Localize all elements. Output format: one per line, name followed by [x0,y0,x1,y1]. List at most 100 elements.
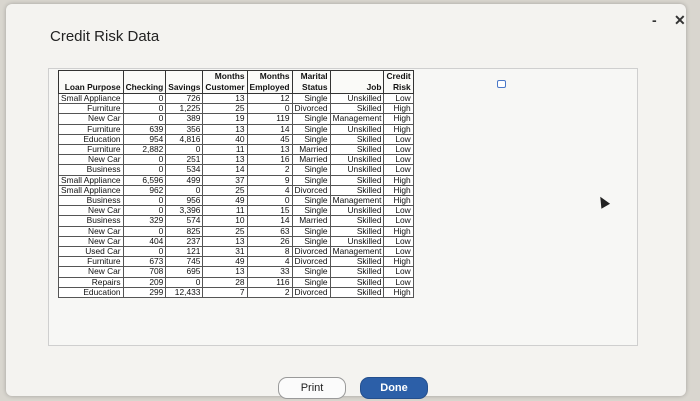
table-cell[interactable]: 13 [202,123,248,135]
table-cell[interactable]: Low [383,215,414,227]
table-cell[interactable]: Low [383,205,414,217]
table-cell[interactable]: Management [329,113,385,125]
table-cell[interactable]: Unskilled [329,154,385,166]
table-cell[interactable]: High [383,113,414,125]
table-cell[interactable]: 0 [246,195,293,207]
table-cell[interactable]: 389 [165,113,204,125]
table-cell[interactable]: 639 [122,123,167,135]
table-cell[interactable]: Married [291,215,331,227]
table-cell[interactable]: 0 [122,225,167,237]
table-cell[interactable]: 0 [122,103,167,115]
table-cell[interactable]: 9 [246,174,293,186]
table-cell[interactable]: Education [58,133,124,146]
table-cell[interactable]: Skilled [329,276,385,288]
table-cell[interactable]: 0 [165,184,204,197]
table-cell[interactable]: Single [291,174,331,186]
table-cell[interactable]: 25 [202,184,248,197]
table-cell[interactable]: High [383,103,414,115]
table-cell[interactable]: Low [383,133,414,146]
table-cell[interactable]: 2 [246,164,293,176]
table-cell[interactable]: Small Appliance [58,184,124,197]
table-cell[interactable]: New Car [58,266,124,278]
table-cell[interactable]: Low [383,144,414,156]
table-cell[interactable]: 2 [246,286,293,299]
table-cell[interactable]: 13 [202,154,248,166]
table-cell[interactable]: Skilled [329,266,385,278]
table-cell[interactable]: New Car [58,235,124,248]
print-button[interactable]: Print [278,377,346,399]
table-cell[interactable]: 10 [202,215,248,227]
table-cell[interactable]: Skilled [329,215,385,227]
copy-icon[interactable] [497,80,506,88]
table-cell[interactable]: 40 [202,133,248,146]
table-cell[interactable]: 237 [165,235,204,248]
table-cell[interactable]: Low [383,235,414,248]
table-cell[interactable]: High [383,123,414,135]
table-cell[interactable]: 0 [122,195,167,207]
table-cell[interactable]: 574 [165,215,204,227]
table-cell[interactable]: 673 [122,256,167,268]
table-cell[interactable]: 8 [246,246,293,258]
table-cell[interactable]: Single [291,195,331,207]
table-cell[interactable]: High [383,184,414,197]
table-cell[interactable]: 4 [246,256,293,268]
table-cell[interactable]: 11 [202,205,248,217]
table-cell[interactable]: Education [58,286,124,299]
table-cell[interactable]: 299 [122,286,167,299]
table-cell[interactable]: 2,882 [122,144,167,156]
minimize-button[interactable]: - [652,12,657,28]
table-cell[interactable]: 119 [246,113,293,125]
table-cell[interactable]: 4 [246,184,293,197]
table-cell[interactable]: 4,816 [165,133,204,146]
table-cell[interactable]: Furniture [58,103,124,115]
table-cell[interactable]: 956 [165,195,204,207]
table-cell[interactable]: 45 [246,133,293,146]
table-cell[interactable]: 1,225 [165,103,204,115]
table-cell[interactable]: Single [291,225,331,237]
table-cell[interactable]: Low [383,276,414,288]
table-cell[interactable]: 14 [202,164,248,176]
table-cell[interactable]: Unskilled [329,205,385,217]
table-cell[interactable]: Unskilled [329,92,385,105]
table-cell[interactable]: Furniture [58,123,124,135]
table-cell[interactable]: High [383,195,414,207]
table-cell[interactable]: High [383,256,414,268]
table-cell[interactable]: New Car [58,113,124,125]
table-cell[interactable]: Single [291,266,331,278]
table-cell[interactable]: Small Appliance [58,174,124,186]
table-cell[interactable]: 251 [165,154,204,166]
table-cell[interactable]: Single [291,133,331,146]
table-cell[interactable]: 499 [165,174,204,186]
table-cell[interactable]: Skilled [329,286,385,299]
table-cell[interactable]: 329 [122,215,167,227]
table-cell[interactable]: 16 [246,154,293,166]
table-cell[interactable]: 31 [202,246,248,258]
table-cell[interactable]: 12 [246,92,293,105]
table-cell[interactable]: Married [291,144,331,156]
table-cell[interactable]: 404 [122,235,167,248]
table-cell[interactable]: 15 [246,205,293,217]
table-cell[interactable]: Business [58,164,124,176]
table-cell[interactable]: Unskilled [329,123,385,135]
table-cell[interactable]: Married [291,154,331,166]
table-cell[interactable]: 0 [122,154,167,166]
table-cell[interactable]: Skilled [329,133,385,146]
table-cell[interactable]: Skilled [329,184,385,197]
table-cell[interactable]: Management [329,246,385,258]
table-cell[interactable]: Used Car [58,246,124,258]
table-cell[interactable]: 0 [246,103,293,115]
done-button[interactable]: Done [360,377,428,399]
table-cell[interactable]: Single [291,113,331,125]
table-cell[interactable]: 37 [202,174,248,186]
table-cell[interactable]: 13 [202,235,248,248]
table-cell[interactable]: 14 [246,215,293,227]
table-cell[interactable]: 356 [165,123,204,135]
table-cell[interactable]: 534 [165,164,204,176]
table-cell[interactable]: 745 [165,256,204,268]
table-cell[interactable]: 33 [246,266,293,278]
table-cell[interactable]: 954 [122,133,167,146]
table-cell[interactable]: 3,396 [165,205,204,217]
table-cell[interactable]: 695 [165,266,204,278]
close-button[interactable]: ✕ [674,12,686,28]
table-cell[interactable]: Low [383,154,414,166]
